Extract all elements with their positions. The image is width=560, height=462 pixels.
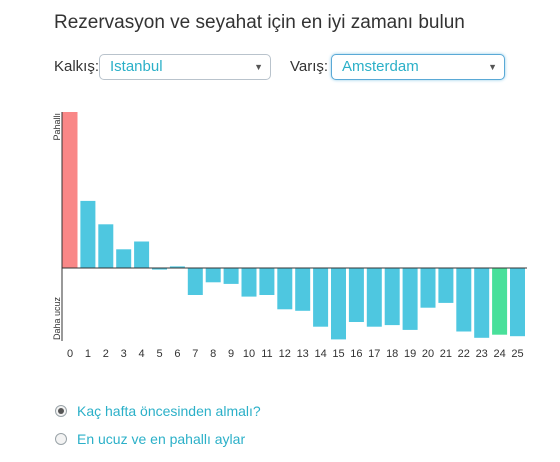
y-axis-top-label: Pahallı: [52, 113, 62, 141]
bar-25[interactable]: [510, 268, 525, 337]
bar-8[interactable]: [205, 268, 221, 283]
y-axis-bottom-label: Daha ucuz: [52, 296, 62, 340]
x-tick-label: 8: [210, 348, 216, 360]
x-tick-label: 19: [404, 348, 416, 360]
bar-2[interactable]: [98, 224, 114, 268]
option-label: Kaç hafta öncesinden almalı?: [77, 403, 261, 419]
from-label: Kalkış:: [54, 58, 100, 75]
x-tick-label: 7: [192, 348, 198, 360]
bar-13[interactable]: [295, 268, 311, 311]
bar-24[interactable]: [492, 268, 508, 335]
bar-9[interactable]: [223, 268, 239, 284]
to-select[interactable]: Amsterdam ▼: [331, 54, 505, 80]
bar-3[interactable]: [116, 249, 132, 268]
bar-10[interactable]: [241, 268, 257, 297]
radio-checked-icon[interactable]: [55, 405, 67, 417]
bar-20[interactable]: [420, 268, 436, 308]
bar-11[interactable]: [259, 268, 275, 295]
x-tick-label: 1: [85, 348, 91, 360]
bar-16[interactable]: [348, 268, 364, 322]
bar-18[interactable]: [384, 268, 400, 326]
bar-17[interactable]: [366, 268, 382, 327]
option-label: En ucuz ve en pahallı aylar: [77, 431, 246, 447]
bar-6[interactable]: [169, 266, 185, 268]
bar-19[interactable]: [402, 268, 418, 330]
page-title: Rezervasyon ve seyahat için en iyi zaman…: [54, 12, 465, 33]
radio-unchecked-icon[interactable]: [55, 433, 67, 445]
x-tick-label: 18: [386, 348, 398, 360]
bar-14[interactable]: [313, 268, 329, 327]
bar-15[interactable]: [331, 268, 346, 340]
x-tick-label: 16: [350, 348, 362, 360]
x-tick-label: 3: [121, 348, 127, 360]
bar-22[interactable]: [456, 268, 472, 332]
x-tick-label: 12: [279, 348, 291, 360]
bar-12[interactable]: [277, 268, 293, 310]
option-weeks-before[interactable]: Kaç hafta öncesinden almalı?: [55, 402, 261, 420]
chevron-down-icon: ▼: [254, 62, 263, 72]
x-tick-label: 20: [422, 348, 434, 360]
x-tick-label: 5: [156, 348, 162, 360]
chevron-down-icon: ▼: [488, 62, 497, 72]
x-tick-label: 11: [261, 348, 272, 360]
x-tick-label: 13: [297, 348, 309, 360]
price-chart: 0 1 2 3 4 5 6 7 8 9 10 11 12 13 14 15 16 17 18 19 20 21 22 23 24…: [52, 112, 527, 360]
x-tick-label: 17: [368, 348, 380, 360]
x-tick-label: 25: [511, 348, 523, 360]
x-tick-label: 0: [67, 348, 73, 360]
x-tick-label: 15: [332, 348, 344, 360]
to-select-value: Amsterdam: [342, 58, 419, 75]
x-tick-label: 22: [458, 348, 470, 360]
x-tick-label: 14: [314, 348, 326, 360]
bar-7[interactable]: [187, 268, 203, 295]
bar-21[interactable]: [438, 268, 454, 303]
x-tick-label: 21: [440, 348, 452, 360]
bar-1[interactable]: [80, 200, 96, 268]
bar-23[interactable]: [474, 268, 490, 338]
x-tick-label: 23: [476, 348, 488, 360]
from-select-value: Istanbul: [110, 58, 163, 75]
x-tick-label: 10: [243, 348, 255, 360]
x-tick-label: 2: [103, 348, 109, 360]
x-tick-label: 4: [139, 348, 145, 360]
from-select[interactable]: Istanbul ▼: [99, 54, 271, 80]
bar-4[interactable]: [134, 241, 150, 269]
to-label: Varış:: [290, 58, 329, 75]
bar-0[interactable]: [62, 112, 78, 268]
x-tick-label: 24: [493, 348, 505, 360]
bar-5[interactable]: [152, 268, 167, 270]
option-cheap-expensive-months[interactable]: En ucuz ve en pahallı aylar: [55, 430, 245, 448]
x-tick-label: 9: [228, 348, 234, 360]
x-tick-label: 6: [174, 348, 180, 360]
